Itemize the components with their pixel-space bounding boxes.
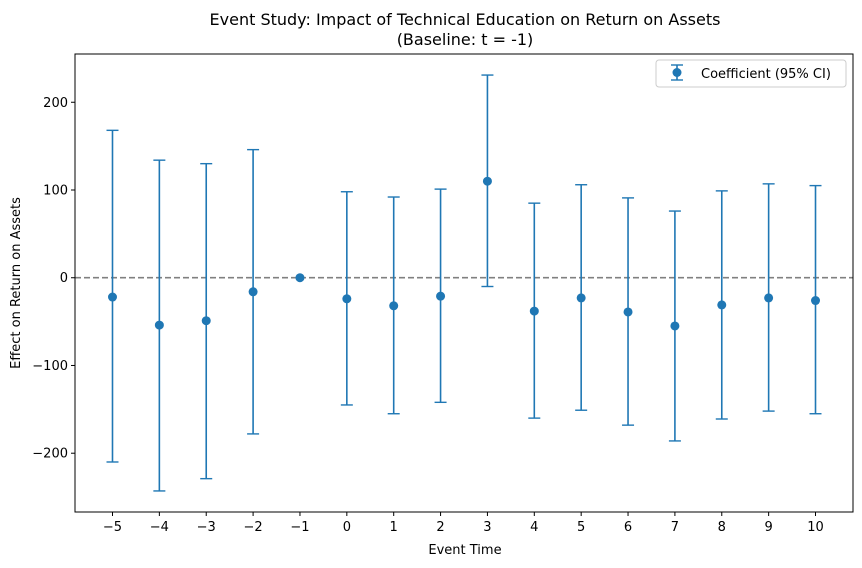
x-tick-label: 8 xyxy=(718,520,726,535)
x-axis: −5 −4 −3 −2 −1 0 1 2 3 4 5 6 7 8 9 10 xyxy=(103,512,824,535)
y-tick-label: 100 xyxy=(43,183,68,198)
x-tick-label: 7 xyxy=(671,520,679,535)
y-axis: −200 −100 0 100 200 xyxy=(32,96,75,462)
y-tick-label: −100 xyxy=(32,359,68,374)
x-tick-label: 1 xyxy=(390,520,398,535)
data-point xyxy=(107,292,117,302)
legend-box xyxy=(655,59,847,88)
data-point xyxy=(623,307,633,317)
y-tick-label: −200 xyxy=(32,447,68,462)
data-point xyxy=(670,321,680,331)
x-tick-label: 0 xyxy=(343,520,351,535)
x-tick-label: 5 xyxy=(577,520,585,535)
data-point xyxy=(717,300,727,310)
x-tick-label: 6 xyxy=(624,520,632,535)
y-axis-label: Effect on Return on Assets xyxy=(9,197,24,369)
chart-title-line2: (Baseline: t = -1) xyxy=(397,30,534,49)
x-tick-label: −4 xyxy=(150,520,169,535)
data-point xyxy=(436,291,446,301)
x-tick-label: −2 xyxy=(244,520,263,535)
y-tick-label: 0 xyxy=(60,271,68,286)
legend: Coefficient (95% CI) xyxy=(655,59,847,88)
data-point xyxy=(764,293,774,303)
x-tick-label: 2 xyxy=(436,520,444,535)
x-tick-label: 3 xyxy=(483,520,491,535)
x-tick-label: 4 xyxy=(530,520,538,535)
data-point xyxy=(482,176,492,186)
y-tick-label: 200 xyxy=(43,96,68,111)
legend-marker-icon xyxy=(671,64,683,81)
data-point xyxy=(342,294,352,304)
x-tick-label: −3 xyxy=(197,520,216,535)
legend-label: Coefficient (95% CI) xyxy=(701,67,831,82)
x-tick-label: −5 xyxy=(103,520,122,535)
data-point xyxy=(529,306,539,316)
data-point xyxy=(576,293,586,303)
data-point xyxy=(811,296,821,306)
x-tick-label: −1 xyxy=(290,520,309,535)
plot-frame xyxy=(74,53,854,513)
data-point xyxy=(248,287,258,297)
data-point xyxy=(389,301,399,311)
chart-title-line1: Event Study: Impact of Technical Educati… xyxy=(210,10,721,29)
x-axis-label: Event Time xyxy=(428,543,501,558)
legend-point xyxy=(672,68,682,77)
x-tick-label: 9 xyxy=(764,520,772,535)
plot-area xyxy=(75,74,853,492)
data-point xyxy=(295,273,305,283)
data-point xyxy=(154,320,164,330)
x-tick-label: 10 xyxy=(807,520,824,535)
data-point xyxy=(201,316,211,326)
